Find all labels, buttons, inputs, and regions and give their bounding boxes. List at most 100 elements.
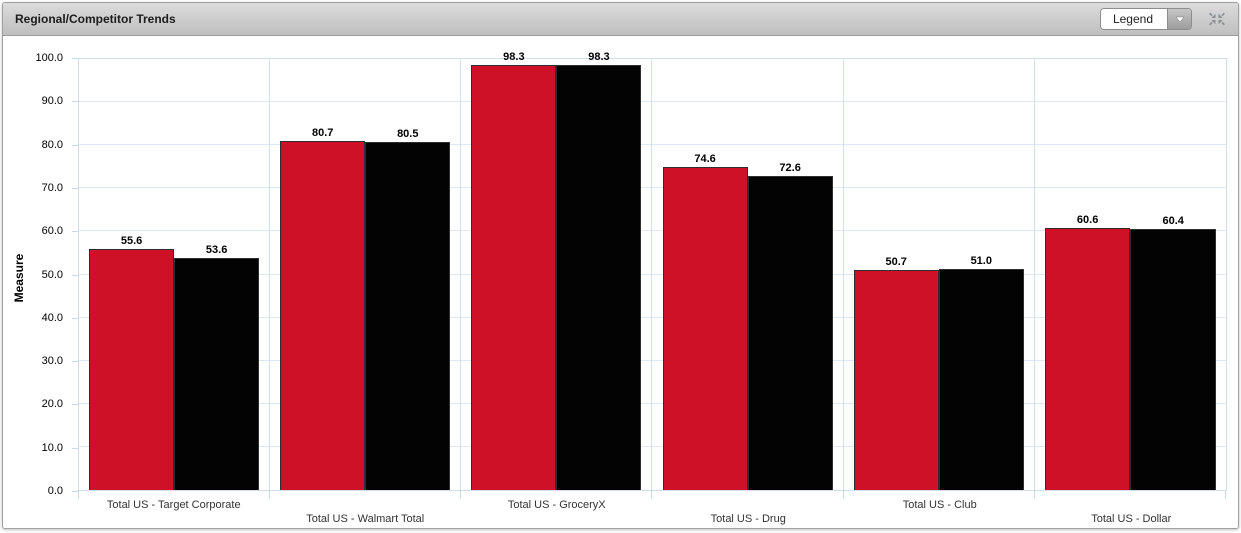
y-tick-label: 60.0 [41,225,63,238]
bar-value-label: 80.7 [311,127,334,140]
bar-value-label: 53.6 [205,243,228,256]
x-tick-mark [460,490,462,499]
bar-value-label: 72.6 [779,162,801,175]
gridline [79,230,1226,232]
y-tick-mark [72,101,78,103]
y-tick-mark [72,274,78,276]
bar-value-label: 50.7 [885,256,907,269]
y-tick-mark [72,404,78,406]
bar-value-label: 51.0 [970,255,992,268]
y-tick-label: 40.0 [41,311,63,324]
bar-slot: 60.4 [1130,59,1216,490]
bar-value-label: 60.6 [1076,213,1099,226]
bar-value-label: 98.3 [588,51,610,64]
y-tick-mark [72,491,78,492]
bar-pair: 98.3 98.3 [471,51,642,490]
y-tick-label: 50.0 [41,268,63,281]
plot-area: 55.6 53.6 80.7 80.5 98.3 98.3 74.6 72.6 50.7 51.0… [78,51,1227,499]
bar-group: 55.6 53.6 [78,59,271,499]
x-category-label: Total US - Drug [710,513,786,525]
bar-series-2[interactable] [1130,228,1216,490]
collapse-arrows-icon [1209,12,1225,26]
gridline [79,144,1226,146]
bar-group: 80.7 80.5 [270,59,462,499]
y-tick-mark [72,231,78,233]
bar-pair: 50.7 51.0 [853,59,1024,490]
panel-title: Regional/Competitor Trends [15,12,176,26]
bar-pair: 74.6 72.6 [662,59,833,490]
gridline [79,316,1226,318]
header-controls: Legend [1099,8,1228,30]
x-category-label: Total US - GroceryX [507,499,606,511]
bar-series-1[interactable] [471,65,557,490]
y-tick-label: 100.0 [35,52,63,64]
bar-pair: 80.7 80.5 [280,59,451,490]
bar-slot: 80.7 [280,59,366,490]
bar-slot: 80.5 [365,59,451,490]
y-tick-label: 0.0 [47,485,63,497]
y-tick-label: 80.0 [41,138,63,151]
bar-value-label: 74.6 [694,153,716,166]
legend-dropdown-button[interactable] [1167,9,1191,29]
bar-chart: Measure 0.0 10.0 20.0 30.0 40.0 50.0 60.0 70.0 8… [3,36,1238,528]
x-tick-mark [1033,490,1035,499]
x-axis-labels: Total US - Target Corporate Total US - Wa… [78,492,1227,528]
bar-slot: 72.6 [747,59,833,490]
bar-slot: 50.7 [853,59,939,490]
bar-group: 60.6 60.4 [1035,59,1226,499]
bar-series-1[interactable] [853,270,939,490]
bar-series-2[interactable] [365,142,451,490]
y-tick-mark [72,361,78,363]
bar-slot: 98.3 [471,51,557,490]
bar-series-2[interactable] [174,257,260,490]
bar-series-1[interactable] [662,167,748,490]
bar-group: 50.7 51.0 [844,59,1035,499]
bar-group: 98.3 98.3 [461,51,653,499]
x-tick-mark [842,490,844,499]
bar-series-2[interactable] [938,269,1024,490]
y-tick-label: 90.0 [41,95,63,108]
x-category-label: Total US - Dollar [1091,513,1172,525]
legend-dropdown-label: Legend [1100,9,1167,29]
y-tick-label: 70.0 [41,181,63,194]
gridline [79,402,1226,404]
bar-slot: 98.3 [556,51,642,490]
gridline [79,187,1226,189]
x-tick-mark [269,490,271,499]
chevron-down-icon [1174,16,1185,22]
gridline [79,359,1226,361]
y-tick-mark [72,317,78,319]
y-tick-mark [72,58,78,59]
x-category-label: Total US - Club [902,499,977,511]
bar-series-1[interactable] [280,141,366,490]
x-tick-mark [1224,490,1226,499]
x-category-label: Total US - Walmart Total [306,513,425,525]
bar-slot: 55.6 [89,59,175,490]
gridline [79,101,1226,103]
bar-value-label: 60.4 [1162,214,1184,227]
y-axis-labels: 0.0 10.0 20.0 30.0 40.0 50.0 60.0 70.0 80.0 90.0 1… [3,52,71,497]
y-tick-label: 30.0 [41,355,63,368]
bar-group: 74.6 72.6 [653,59,844,499]
y-tick-label: 10.0 [41,441,63,454]
x-category-label: Total US - Target Corporate [106,499,241,511]
y-tick-mark [72,144,78,146]
x-tick-mark [78,490,79,499]
gridline [79,273,1226,275]
y-tick-mark [72,447,78,449]
gridline [79,445,1226,447]
bar-slot: 51.0 [938,59,1024,490]
bar-series-1[interactable] [1044,227,1131,490]
y-tick-label: 20.0 [41,398,63,411]
y-tick-mark [72,187,78,189]
legend-dropdown[interactable]: Legend [1099,8,1192,30]
panel-header: Regional/Competitor Trends Legend [3,3,1238,36]
bar-series-2[interactable] [747,176,833,490]
bar-pair: 60.6 60.4 [1044,59,1216,490]
bar-series-1[interactable] [89,249,175,490]
bar-slot: 53.6 [174,59,260,490]
bar-pair: 55.6 53.6 [89,59,260,490]
collapse-panel-button[interactable] [1206,9,1228,29]
bar-series-2[interactable] [556,65,642,490]
